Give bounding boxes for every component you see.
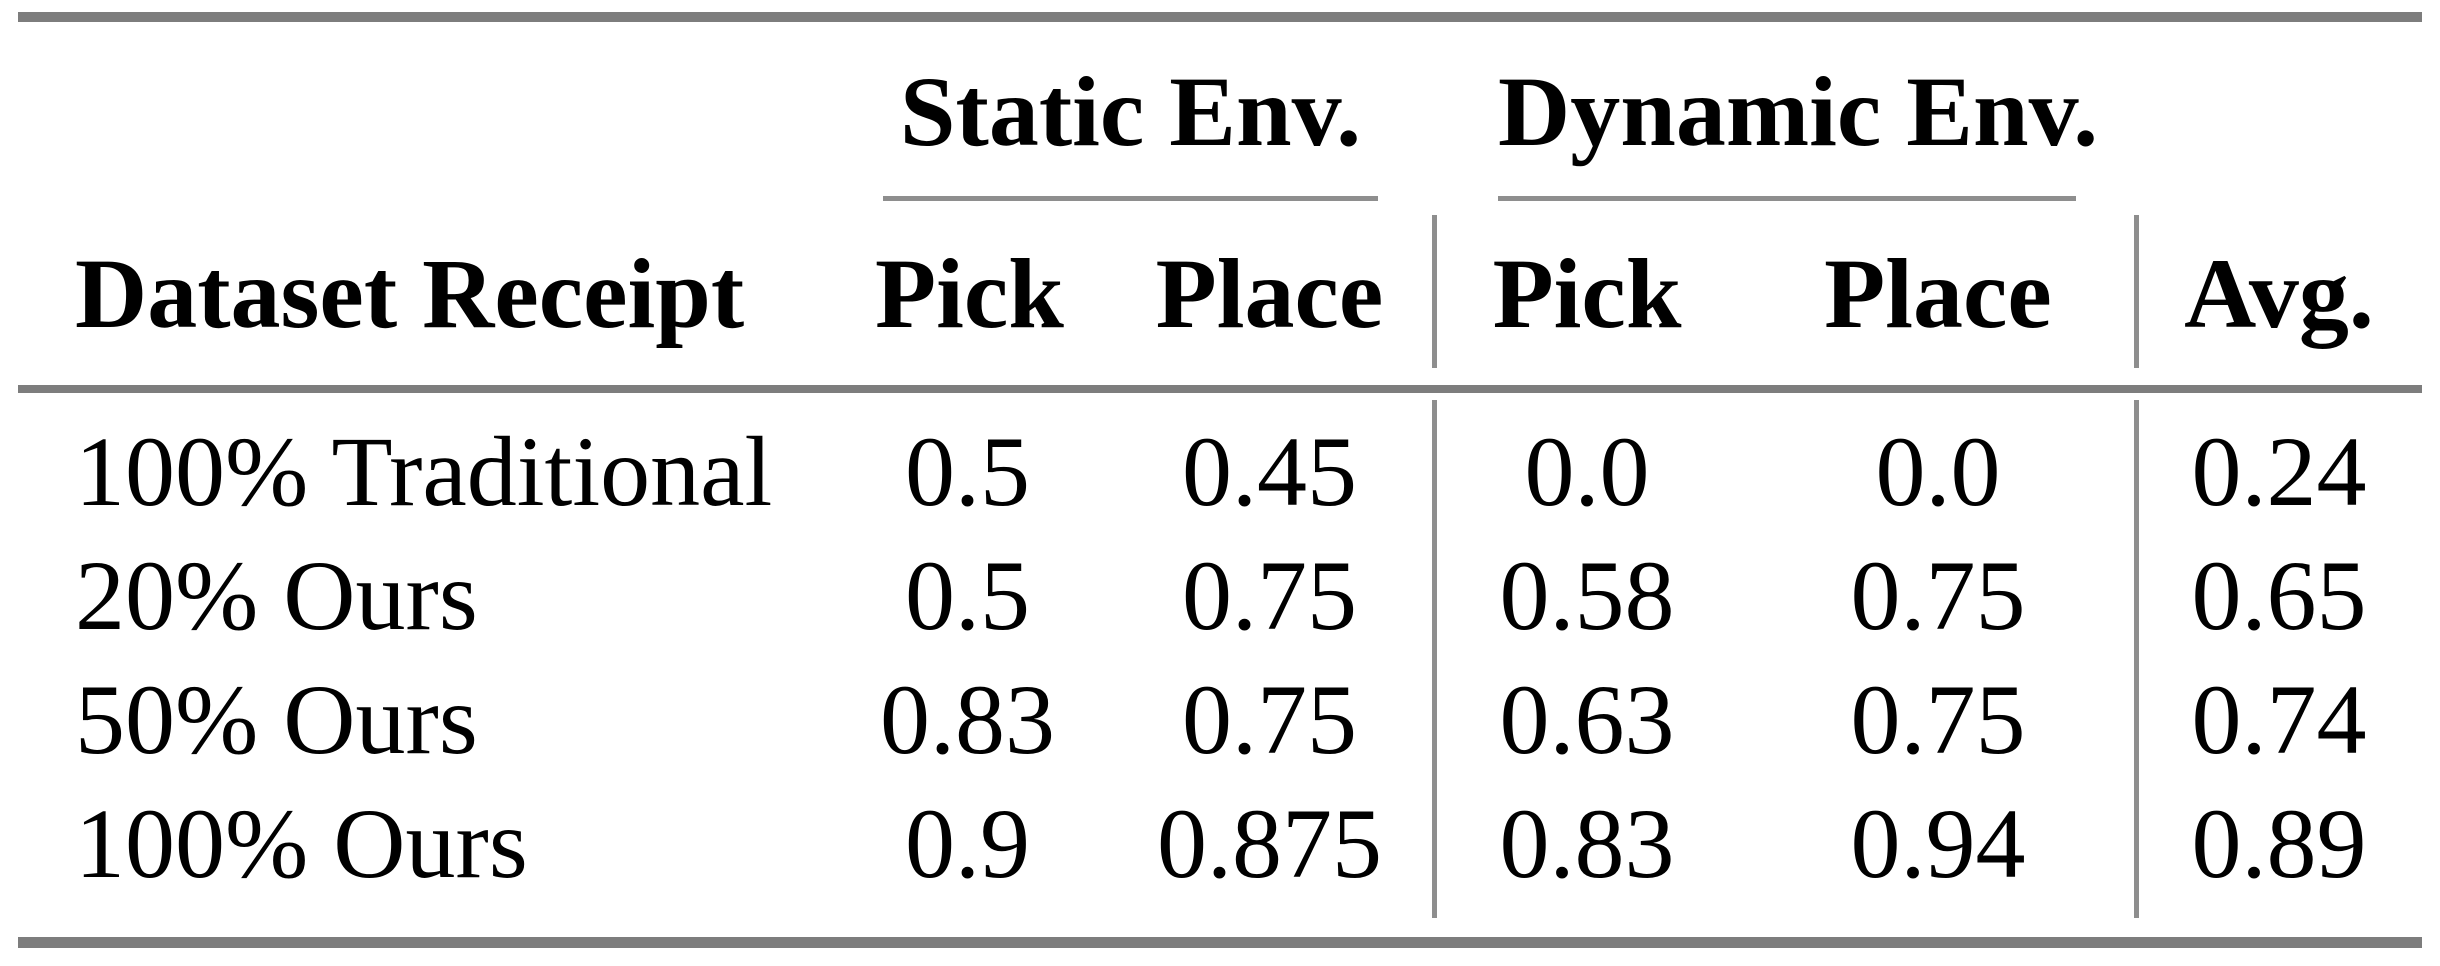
bottom-rule	[18, 937, 2422, 948]
row-label: 100% Traditional	[75, 416, 773, 527]
cmidrule-dynamic	[1498, 196, 2076, 201]
cell-static-place: 0.75	[1182, 540, 1357, 651]
cell-dynamic-pick: 0.58	[1499, 540, 1675, 651]
cell-static-pick: 0.5	[905, 540, 1030, 651]
column-header-dynamic-pick: Pick	[1492, 237, 1682, 349]
cell-avg: 0.89	[2191, 788, 2367, 899]
cell-static-place: 0.875	[1157, 788, 1382, 899]
cell-dynamic-place: 0.75	[1850, 664, 2026, 775]
group-header-static-env: Static Env.	[899, 56, 1362, 167]
top-rule	[18, 12, 2422, 22]
cell-dynamic-pick: 0.63	[1499, 664, 1675, 775]
cell-dynamic-place: 0.75	[1850, 540, 2026, 651]
mid-rule	[18, 385, 2422, 393]
cell-static-pick: 0.83	[880, 664, 1055, 775]
cell-static-pick: 0.5	[905, 416, 1030, 527]
group-header-dynamic-env: Dynamic Env.	[1498, 56, 2099, 167]
table-row: 100% Traditional 0.5 0.45 0.0 0.0 0.24	[18, 410, 2422, 534]
row-label: 50% Ours	[75, 664, 478, 775]
column-header-dynamic-place: Place	[1824, 237, 2052, 349]
cell-dynamic-pick: 0.0	[1524, 416, 1650, 527]
cell-dynamic-pick: 0.83	[1499, 788, 1675, 899]
column-header-static-place: Place	[1155, 237, 1384, 349]
column-header-row: Dataset Receipt Pick Place Pick Place Av…	[18, 201, 2422, 385]
cell-static-place: 0.75	[1182, 664, 1357, 775]
cell-avg: 0.65	[2191, 540, 2367, 651]
cell-avg: 0.74	[2191, 664, 2367, 775]
column-header-static-pick: Pick	[875, 237, 1064, 349]
row-label: 20% Ours	[75, 540, 478, 651]
row-label: 100% Ours	[75, 788, 528, 899]
cell-static-place: 0.45	[1182, 416, 1357, 527]
cmidrule-static	[883, 196, 1378, 201]
column-divider-static-dynamic-header	[1432, 215, 1437, 368]
cell-dynamic-place: 0.0	[1875, 416, 2001, 527]
table-row: 100% Ours 0.9 0.875 0.83 0.94 0.89	[18, 782, 2422, 906]
cell-dynamic-place: 0.94	[1850, 788, 2026, 899]
column-header-dataset: Dataset Receipt	[75, 237, 745, 349]
cell-static-pick: 0.9	[905, 788, 1030, 899]
column-divider-dynamic-avg-header	[2134, 215, 2139, 368]
table-row: 50% Ours 0.83 0.75 0.63 0.75 0.74	[18, 658, 2422, 782]
column-divider-dynamic-avg-body	[2134, 400, 2139, 918]
column-header-avg: Avg.	[2184, 237, 2374, 349]
column-divider-static-dynamic-body	[1432, 400, 1437, 918]
cell-avg: 0.24	[2191, 416, 2367, 527]
table-row: 20% Ours 0.5 0.75 0.58 0.75 0.65	[18, 534, 2422, 658]
